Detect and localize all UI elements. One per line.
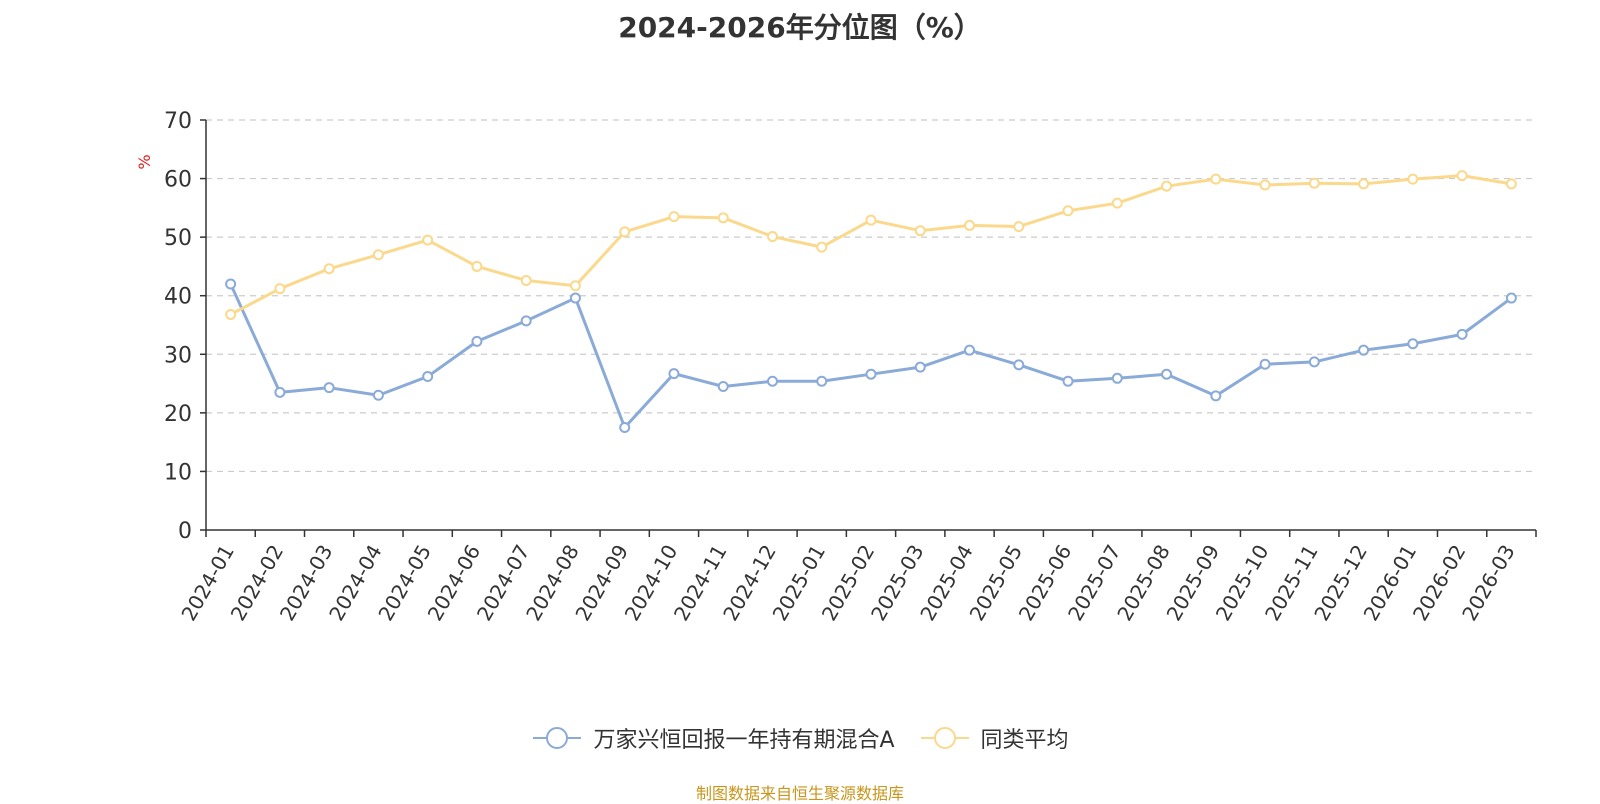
data-point[interactable] — [1456, 328, 1468, 340]
y-tick-label: 30 — [164, 343, 192, 368]
series-0 — [225, 278, 1517, 433]
data-point[interactable] — [1505, 292, 1517, 304]
data-point[interactable] — [372, 389, 384, 401]
data-point[interactable] — [1259, 179, 1271, 191]
data-point[interactable] — [865, 214, 877, 226]
y-tick-label: 0 — [178, 519, 192, 544]
y-tick-label: 60 — [164, 168, 192, 193]
data-point[interactable] — [1407, 173, 1419, 185]
data-point[interactable] — [1062, 205, 1074, 217]
data-point[interactable] — [1111, 197, 1123, 209]
data-point[interactable] — [1161, 180, 1173, 192]
legend: 万家兴恒回报一年持有期混合A 同类平均 — [0, 722, 1600, 754]
y-tick-labels: 0 10 20 30 40 50 60 70 — [164, 109, 206, 544]
legend-fund-label: 万家兴恒回报一年持有期混合A — [593, 728, 895, 753]
data-point[interactable] — [619, 422, 631, 433]
data-point[interactable] — [1407, 338, 1419, 350]
data-point[interactable] — [422, 234, 434, 246]
data-point[interactable] — [225, 308, 237, 320]
data-point[interactable] — [1161, 368, 1173, 380]
data-point[interactable] — [372, 249, 384, 261]
data-point[interactable] — [717, 381, 729, 392]
series-1 — [225, 170, 1517, 320]
data-point[interactable] — [619, 226, 631, 238]
legend-peer-average-marker-icon — [920, 727, 969, 749]
data-point[interactable] — [1210, 173, 1222, 185]
data-point[interactable] — [1456, 170, 1468, 182]
data-point[interactable] — [766, 375, 778, 387]
source-note: 制图数据来自恒生聚源数据库 — [695, 784, 904, 803]
data-point[interactable] — [1013, 359, 1025, 371]
chart-title: 2024-2026年分位图（%） — [618, 11, 982, 44]
data-point[interactable] — [717, 212, 729, 224]
x-tick-labels: 2024-012024-022024-032024-042024-052024-… — [176, 530, 1537, 625]
data-point[interactable] — [569, 292, 581, 304]
data-point[interactable] — [225, 278, 237, 290]
axes: % — [135, 120, 1536, 531]
data-point[interactable] — [668, 211, 680, 223]
data-point[interactable] — [914, 225, 926, 237]
y-tick-label: 70 — [164, 109, 192, 134]
data-point[interactable] — [1062, 375, 1074, 387]
data-point[interactable] — [323, 382, 335, 394]
series-line-0 — [229, 283, 1513, 429]
grid-lines — [206, 119, 1536, 473]
data-point[interactable] — [964, 219, 976, 231]
data-point[interactable] — [1358, 178, 1370, 190]
legend-peer-average-label: 同类平均 — [980, 728, 1069, 753]
data-point[interactable] — [1308, 177, 1320, 189]
y-axis-label: % — [135, 154, 154, 169]
data-point[interactable] — [865, 368, 877, 380]
data-point[interactable] — [668, 368, 680, 380]
data-point[interactable] — [1111, 372, 1123, 384]
y-tick-label: 10 — [164, 460, 192, 485]
data-point[interactable] — [1210, 390, 1222, 402]
data-point[interactable] — [766, 231, 778, 243]
data-point[interactable] — [1358, 344, 1370, 356]
data-point[interactable] — [816, 375, 828, 387]
data-point[interactable] — [274, 283, 286, 295]
data-point[interactable] — [816, 241, 828, 253]
series-lines — [225, 170, 1517, 433]
series-line-1 — [229, 174, 1512, 316]
y-tick-label: 20 — [164, 402, 192, 427]
data-point[interactable] — [422, 371, 434, 383]
data-point[interactable] — [471, 260, 483, 272]
data-point[interactable] — [471, 335, 483, 347]
legend-item-peer-average[interactable]: 同类平均 — [919, 722, 1069, 754]
data-point[interactable] — [1259, 358, 1271, 370]
legend-item-fund[interactable]: 万家兴恒回报一年持有期混合A — [531, 722, 895, 754]
data-point[interactable] — [323, 263, 335, 275]
data-point[interactable] — [569, 280, 581, 292]
data-point[interactable] — [274, 386, 286, 398]
y-tick-label: 50 — [164, 226, 192, 251]
data-point[interactable] — [1013, 221, 1025, 233]
data-point[interactable] — [914, 361, 926, 373]
y-tick-label: 40 — [164, 285, 192, 310]
data-point[interactable] — [1505, 178, 1517, 190]
data-point[interactable] — [520, 315, 532, 327]
data-point[interactable] — [964, 344, 976, 356]
data-point[interactable] — [1308, 356, 1320, 368]
data-point[interactable] — [520, 274, 532, 286]
legend-fund-marker-icon — [533, 727, 582, 749]
